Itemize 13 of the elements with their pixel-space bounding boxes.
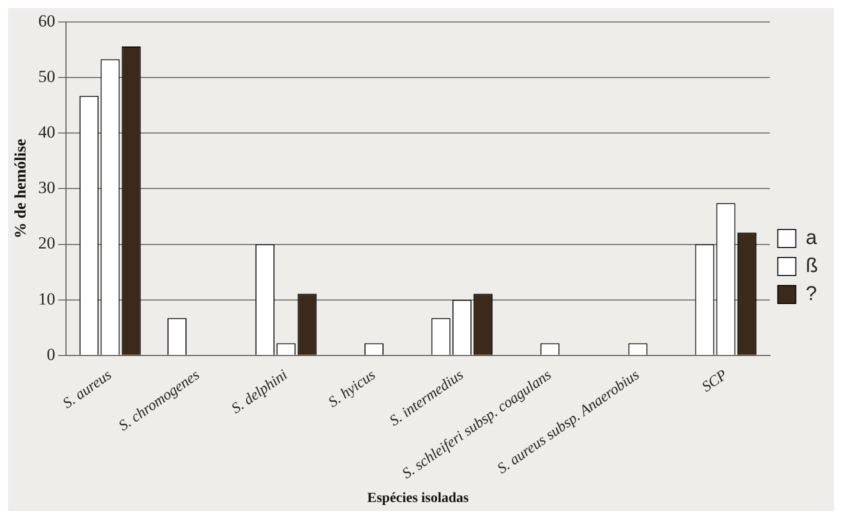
legend-label: a: [806, 227, 818, 250]
y-tick-label: 30: [38, 178, 56, 198]
y-axis-title: % de hemólise: [12, 138, 30, 238]
y-tick-label: 0: [46, 344, 56, 364]
y-tick-label: 60: [38, 11, 56, 30]
y-tick-label: 40: [38, 122, 56, 142]
y-tick-label: 20: [38, 234, 56, 253]
y-tick-label: 50: [38, 67, 56, 86]
legend-label: ?: [806, 283, 817, 306]
x-axis-title: Espécies isoladas: [367, 491, 470, 506]
legend-label: ß: [806, 255, 818, 278]
y-tick-label: 10: [38, 289, 56, 308]
x-tick-label: SCP: [699, 367, 730, 396]
